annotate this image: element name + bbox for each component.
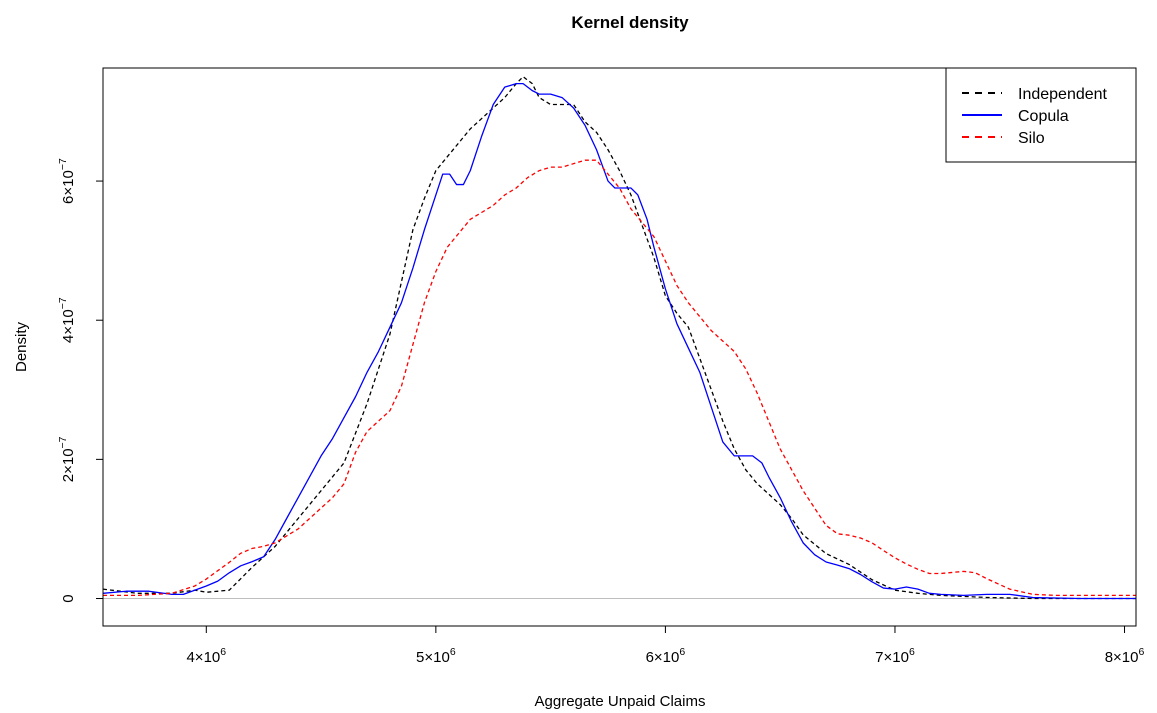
x-tick-label-mantissa: 8×10 — [1105, 649, 1139, 666]
chart-title: Kernel density — [571, 13, 689, 32]
series-line-copula — [103, 83, 1136, 600]
y-axis-label: Density — [13, 321, 30, 372]
x-tick-label-exponent: 6 — [450, 646, 456, 658]
series-line-silo — [103, 159, 1136, 597]
x-tick-label: 7×106 — [875, 646, 915, 666]
x-tick-label: 4×106 — [186, 646, 226, 666]
x-tick-label-exponent: 6 — [220, 646, 226, 658]
legend-label-silo: Silo — [1018, 130, 1045, 147]
x-tick-label-mantissa: 6×10 — [646, 649, 680, 666]
x-tick-label-exponent: 6 — [1138, 646, 1144, 658]
y-tick-label: 6×10−7 — [57, 158, 77, 204]
x-tick-label-exponent: 6 — [909, 646, 915, 658]
x-tick-label-exponent: 6 — [679, 646, 685, 658]
x-axis-label: Aggregate Unpaid Claims — [535, 693, 706, 710]
series-line-independent — [103, 76, 1136, 600]
y-tick-label-mantissa: 0 — [60, 594, 77, 602]
y-tick-label-mantissa: 4×10 — [60, 309, 77, 343]
x-tick-label-mantissa: 4×10 — [186, 649, 220, 666]
x-tick-label-mantissa: 7×10 — [875, 649, 909, 666]
legend: Independent Copula Silo — [945, 67, 1137, 163]
y-tick-label-mantissa: 2×10 — [60, 448, 77, 482]
y-axis: 02×10−74×10−76×10−7 — [57, 158, 103, 603]
y-tick-label-mantissa: 6×10 — [60, 170, 77, 204]
y-tick-label-exponent: −7 — [57, 297, 69, 309]
legend-label-independent: Independent — [1018, 86, 1108, 103]
series-layer — [103, 76, 1136, 600]
y-tick-label: 4×10−7 — [57, 297, 77, 343]
x-tick-label: 6×106 — [646, 646, 686, 666]
plot-area — [102, 67, 1137, 627]
x-tick-label: 5×106 — [416, 646, 456, 666]
y-tick-label-exponent: −7 — [57, 158, 69, 170]
plot-frame — [102, 67, 1137, 627]
x-tick-label: 8×106 — [1105, 646, 1145, 666]
y-tick-label: 0 — [60, 594, 77, 602]
y-tick-label: 2×10−7 — [57, 436, 77, 482]
y-tick-label-exponent: −7 — [57, 436, 69, 448]
legend-label-copula: Copula — [1018, 108, 1069, 125]
x-axis: 4×106 5×106 6×106 7×106 8×106 — [186, 626, 1144, 666]
x-tick-label-mantissa: 5×10 — [416, 649, 450, 666]
